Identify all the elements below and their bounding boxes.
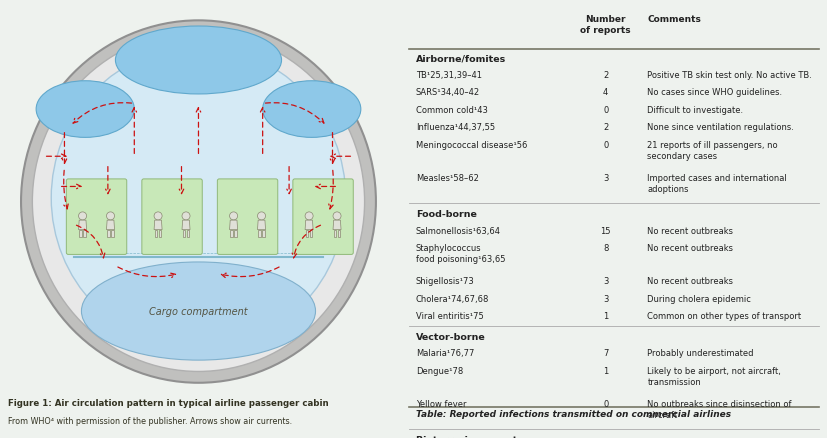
Circle shape bbox=[154, 212, 162, 220]
Text: Difficult to investigate.: Difficult to investigate. bbox=[648, 106, 743, 115]
Circle shape bbox=[79, 212, 87, 220]
Text: Shigellosis¹73: Shigellosis¹73 bbox=[416, 276, 475, 285]
Text: Likely to be airport, not aircraft,
transmission: Likely to be airport, not aircraft, tran… bbox=[648, 366, 782, 386]
Text: Cargo compartment: Cargo compartment bbox=[149, 306, 248, 316]
Text: 0: 0 bbox=[603, 106, 609, 115]
Text: Salmonellosis¹63,64: Salmonellosis¹63,64 bbox=[416, 226, 500, 235]
Text: Cholera¹74,67,68: Cholera¹74,67,68 bbox=[416, 294, 489, 303]
Text: 2: 2 bbox=[603, 123, 609, 132]
Text: 3: 3 bbox=[603, 276, 609, 285]
Polygon shape bbox=[306, 230, 308, 237]
Polygon shape bbox=[155, 230, 157, 237]
Polygon shape bbox=[257, 221, 265, 230]
FancyBboxPatch shape bbox=[293, 180, 353, 255]
Text: Viral entiritis¹75: Viral entiritis¹75 bbox=[416, 311, 484, 320]
Text: Influenza¹44,37,55: Influenza¹44,37,55 bbox=[416, 123, 495, 132]
Polygon shape bbox=[107, 221, 114, 230]
Text: No recent outbreaks: No recent outbreaks bbox=[648, 244, 734, 252]
Polygon shape bbox=[159, 230, 161, 237]
Text: 8: 8 bbox=[603, 244, 609, 252]
Text: Common on other types of transport: Common on other types of transport bbox=[648, 311, 801, 320]
Text: 15: 15 bbox=[600, 226, 611, 235]
Polygon shape bbox=[187, 230, 189, 237]
Text: Positive TB skin test only. No active TB.: Positive TB skin test only. No active TB… bbox=[648, 71, 812, 80]
Ellipse shape bbox=[21, 21, 376, 383]
Text: TB¹25,31,39–41: TB¹25,31,39–41 bbox=[416, 71, 481, 80]
Ellipse shape bbox=[36, 81, 134, 138]
Text: 3: 3 bbox=[603, 294, 609, 303]
Polygon shape bbox=[182, 221, 190, 230]
Text: 2: 2 bbox=[603, 71, 609, 80]
Text: 4: 4 bbox=[603, 88, 609, 97]
Circle shape bbox=[107, 212, 114, 220]
Text: 7: 7 bbox=[603, 349, 609, 357]
Text: Malaria¹76,77: Malaria¹76,77 bbox=[416, 349, 474, 357]
Polygon shape bbox=[337, 230, 341, 237]
Text: Table: Reported infections transmitted on commercial airlines: Table: Reported infections transmitted o… bbox=[416, 409, 731, 418]
Text: Food-borne: Food-borne bbox=[416, 210, 476, 219]
Polygon shape bbox=[333, 221, 341, 230]
Polygon shape bbox=[230, 230, 233, 237]
Polygon shape bbox=[183, 230, 185, 237]
Polygon shape bbox=[84, 230, 86, 237]
Text: Airborne/fomites: Airborne/fomites bbox=[416, 54, 506, 64]
Polygon shape bbox=[79, 221, 87, 230]
Text: No recent outbreaks: No recent outbreaks bbox=[648, 276, 734, 285]
Text: Dengue¹78: Dengue¹78 bbox=[416, 366, 463, 375]
Circle shape bbox=[182, 212, 190, 220]
Polygon shape bbox=[310, 230, 313, 237]
Polygon shape bbox=[108, 230, 110, 237]
Ellipse shape bbox=[116, 27, 281, 95]
Text: None since ventilation regulations.: None since ventilation regulations. bbox=[648, 123, 794, 132]
Polygon shape bbox=[305, 221, 313, 230]
Ellipse shape bbox=[32, 32, 365, 371]
Text: No recent outbreaks: No recent outbreaks bbox=[648, 226, 734, 235]
Ellipse shape bbox=[81, 262, 316, 360]
Ellipse shape bbox=[263, 81, 361, 138]
Text: Probably underestimated: Probably underestimated bbox=[648, 349, 754, 357]
Text: Figure 1: Air circulation pattern in typical airline passenger cabin: Figure 1: Air circulation pattern in typ… bbox=[8, 399, 329, 408]
Circle shape bbox=[333, 212, 341, 220]
Polygon shape bbox=[79, 230, 82, 237]
FancyBboxPatch shape bbox=[218, 180, 278, 255]
FancyBboxPatch shape bbox=[142, 180, 203, 255]
Polygon shape bbox=[234, 230, 237, 237]
Circle shape bbox=[305, 212, 313, 220]
Text: Vector-borne: Vector-borne bbox=[416, 332, 485, 342]
Text: During cholera epidemic: During cholera epidemic bbox=[648, 294, 752, 303]
Text: 1: 1 bbox=[603, 366, 609, 375]
Polygon shape bbox=[258, 230, 261, 237]
Text: SARS¹34,40–42: SARS¹34,40–42 bbox=[416, 88, 480, 97]
Text: No cases since WHO guidelines.: No cases since WHO guidelines. bbox=[648, 88, 782, 97]
Polygon shape bbox=[230, 221, 237, 230]
Ellipse shape bbox=[51, 48, 346, 349]
Circle shape bbox=[230, 212, 237, 220]
Text: No outbreaks since disinsection of
aircraft: No outbreaks since disinsection of aircr… bbox=[648, 399, 792, 419]
Text: Bioterrorism agents: Bioterrorism agents bbox=[416, 435, 523, 438]
Text: 0: 0 bbox=[603, 399, 609, 408]
Polygon shape bbox=[262, 230, 265, 237]
Text: Comments: Comments bbox=[648, 15, 701, 24]
Circle shape bbox=[257, 212, 265, 220]
FancyBboxPatch shape bbox=[66, 180, 127, 255]
Text: 1: 1 bbox=[603, 311, 609, 320]
Text: Common cold¹43: Common cold¹43 bbox=[416, 106, 488, 115]
Text: Measles¹58–62: Measles¹58–62 bbox=[416, 173, 479, 183]
Polygon shape bbox=[154, 221, 162, 230]
Text: Number
of reports: Number of reports bbox=[581, 15, 631, 35]
Text: Yellow fever: Yellow fever bbox=[416, 399, 466, 408]
Text: Staphylococcus
food poisoning¹63,65: Staphylococcus food poisoning¹63,65 bbox=[416, 244, 505, 263]
Text: Meningococcal disease¹56: Meningococcal disease¹56 bbox=[416, 141, 527, 150]
Text: 0: 0 bbox=[603, 141, 609, 150]
Polygon shape bbox=[111, 230, 114, 237]
Text: From WHO⁴ with permission of the publisher. Arrows show air currents.: From WHO⁴ with permission of the publish… bbox=[8, 416, 293, 425]
Polygon shape bbox=[333, 230, 337, 237]
Text: 21 reports of ill passengers, no
secondary cases: 21 reports of ill passengers, no seconda… bbox=[648, 141, 778, 160]
Text: 3: 3 bbox=[603, 173, 609, 183]
Text: Imported cases and international
adoptions: Imported cases and international adoptio… bbox=[648, 173, 787, 193]
